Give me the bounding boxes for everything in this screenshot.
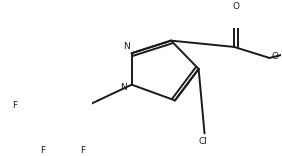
Text: F: F [81,146,86,155]
Text: F: F [40,146,45,155]
Text: Cl: Cl [198,137,207,146]
Text: N: N [123,42,130,51]
Text: O: O [233,2,239,11]
Text: O: O [272,52,278,61]
Text: N: N [120,83,127,92]
Text: F: F [12,101,17,110]
